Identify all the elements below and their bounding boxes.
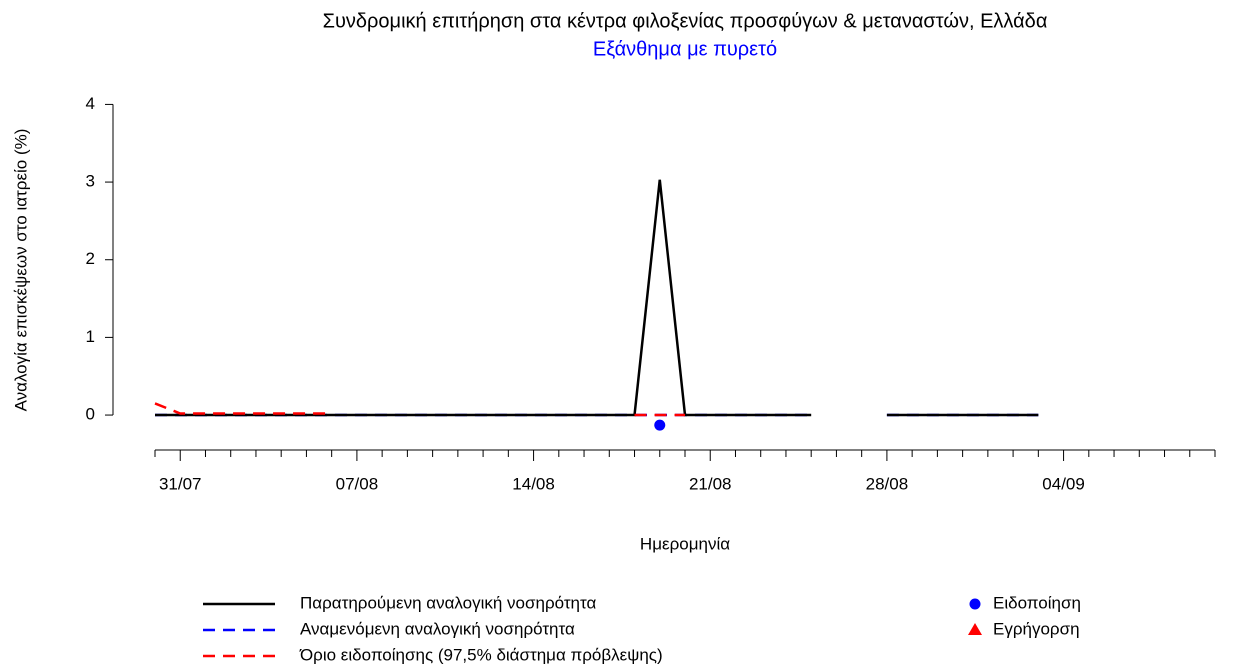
x-tick-label: 28/08 xyxy=(866,474,909,493)
x-tick-label: 14/08 xyxy=(512,474,555,493)
legend-label: Όριο ειδοποίησης (97,5% διάστημα πρόβλεψ… xyxy=(299,645,663,664)
legend-swatch xyxy=(968,623,982,635)
x-tick-label: 04/09 xyxy=(1042,474,1085,493)
y-tick-label: 1 xyxy=(86,327,95,346)
x-axis-label: Ημερομηνία xyxy=(640,534,730,553)
legend-label: Εγρήγορση xyxy=(993,619,1080,638)
legend-swatch xyxy=(969,598,981,610)
y-tick-label: 2 xyxy=(86,249,95,268)
legend-label: Παρατηρούμενη αναλογική νοσηρότητα xyxy=(300,593,596,612)
chart-title: Συνδρομική επιτήρηση στα κέντρα φιλοξενί… xyxy=(323,10,1048,32)
signal-marker xyxy=(654,419,666,431)
y-tick-label: 3 xyxy=(86,172,95,191)
series-line xyxy=(155,179,1039,417)
x-tick-label: 31/07 xyxy=(159,474,202,493)
y-tick-label: 4 xyxy=(86,94,95,113)
series-line xyxy=(154,402,685,417)
y-axis-label: Αναλογία επισκέψεων στο ιατρείο (%) xyxy=(11,129,30,412)
chart-subtitle: Εξάνθημα με πυρετό xyxy=(593,38,777,60)
x-tick-label: 21/08 xyxy=(689,474,732,493)
y-tick-label: 0 xyxy=(86,405,95,424)
legend-label: Ειδοποίηση xyxy=(993,593,1081,612)
legend-label: Αναμενόμενη αναλογική νοσηρότητα xyxy=(300,619,575,638)
x-tick-label: 07/08 xyxy=(336,474,379,493)
